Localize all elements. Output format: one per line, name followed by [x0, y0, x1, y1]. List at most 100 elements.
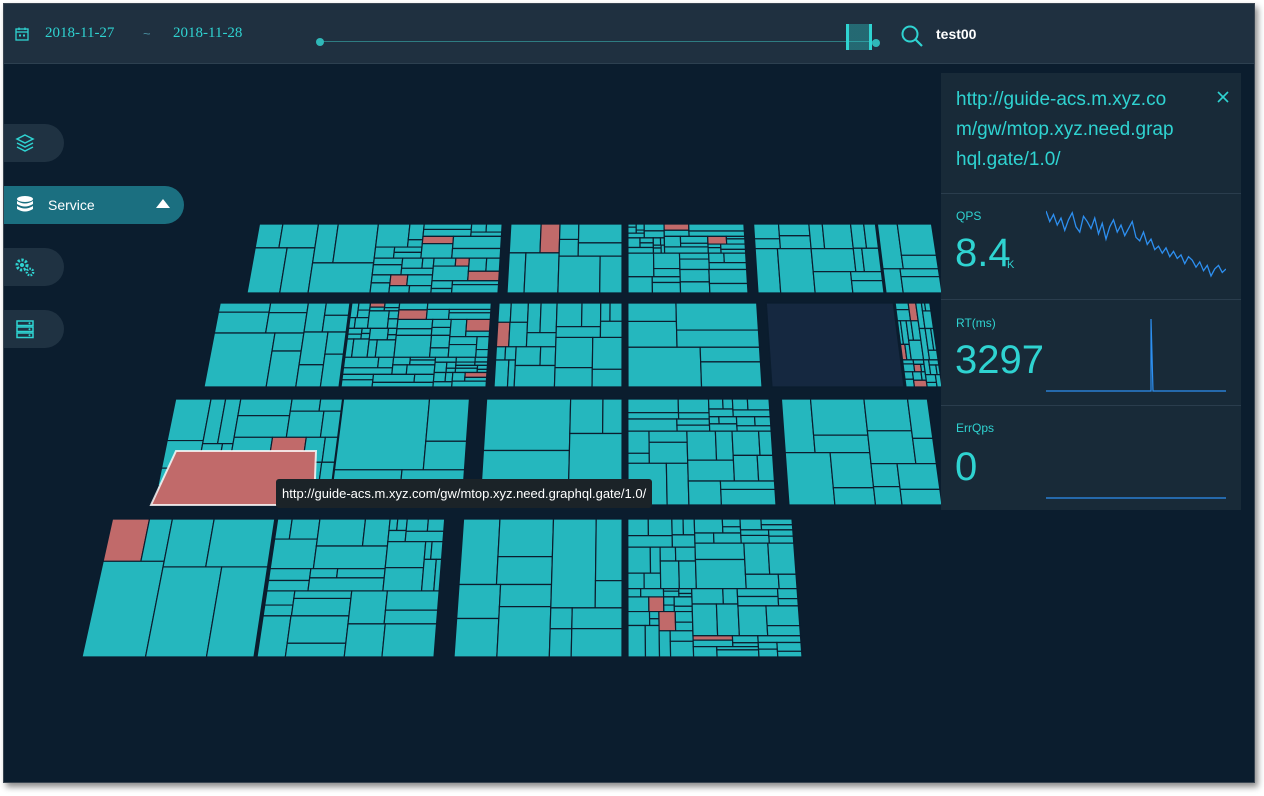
treemap-cell[interactable]	[609, 302, 623, 322]
treemap-cell[interactable]	[894, 302, 910, 311]
treemap-cell[interactable]	[599, 302, 611, 322]
treemap-cell[interactable]	[262, 604, 294, 617]
treemap-cell[interactable]	[384, 590, 440, 611]
treemap-cell[interactable]	[357, 302, 372, 311]
treemap-cell[interactable]	[686, 430, 718, 461]
treemap-cell[interactable]	[474, 356, 489, 363]
treemap-cell[interactable]	[925, 381, 938, 388]
treemap-cell[interactable]	[652, 237, 662, 246]
treemap-cell[interactable]	[912, 359, 925, 365]
treemap-cell[interactable]	[810, 248, 857, 273]
treemap-cell[interactable]	[433, 361, 448, 374]
treemap-cell[interactable]	[757, 641, 778, 650]
treemap-cell-empty[interactable]	[765, 302, 905, 388]
treemap-cell[interactable]	[687, 480, 723, 506]
treemap-cell[interactable]	[663, 246, 709, 254]
slider-track[interactable]	[320, 41, 876, 42]
treemap-cell[interactable]	[347, 590, 389, 625]
treemap-cell[interactable]	[555, 326, 602, 339]
treemap-cell[interactable]	[321, 436, 339, 463]
treemap-cell-alert[interactable]	[421, 235, 455, 245]
treemap-cell[interactable]	[627, 596, 650, 613]
treemap-cell[interactable]	[731, 635, 759, 644]
treemap-cell[interactable]	[721, 518, 742, 528]
treemap-cell[interactable]	[708, 282, 749, 294]
treemap-cell[interactable]	[651, 281, 682, 294]
treemap-cell[interactable]	[721, 526, 742, 534]
treemap-cell[interactable]	[464, 330, 491, 338]
treemap-cell[interactable]	[647, 518, 673, 537]
treemap-cell[interactable]	[776, 248, 816, 294]
treemap-cell[interactable]	[577, 242, 623, 257]
treemap-cell[interactable]	[295, 364, 325, 388]
treemap-cell[interactable]	[753, 238, 782, 250]
treemap-cell[interactable]	[639, 242, 654, 249]
treemap-cell[interactable]	[627, 320, 678, 348]
treemap-cell[interactable]	[653, 267, 681, 278]
service-treemap[interactable]	[4, 4, 1255, 783]
treemap-cell[interactable]	[497, 302, 512, 323]
treemap-cell[interactable]	[571, 607, 623, 630]
treemap-cell[interactable]	[555, 302, 583, 328]
treemap-cell[interactable]	[384, 541, 427, 569]
treemap-cell[interactable]	[213, 311, 270, 334]
treemap-cell[interactable]	[872, 486, 903, 506]
treemap-cell[interactable]	[591, 336, 623, 370]
treemap-cell[interactable]	[285, 410, 325, 438]
treemap-cell[interactable]	[456, 583, 502, 620]
treemap-cell[interactable]	[569, 398, 604, 435]
treemap-cell[interactable]	[346, 333, 363, 340]
treemap-cell[interactable]	[445, 367, 457, 374]
treemap-cell[interactable]	[651, 276, 681, 284]
treemap-cell[interactable]	[765, 605, 801, 627]
treemap-cell[interactable]	[659, 546, 677, 562]
treemap-cell[interactable]	[497, 518, 555, 558]
treemap-cell[interactable]	[691, 603, 719, 637]
treemap-cell[interactable]	[268, 302, 310, 314]
treemap-cell[interactable]	[269, 538, 318, 570]
date-start[interactable]: 2018-11-27	[45, 25, 115, 41]
treemap-cell[interactable]	[766, 625, 802, 637]
treemap-cell[interactable]	[652, 252, 681, 270]
treemap-cell[interactable]	[643, 230, 665, 239]
treemap-cell[interactable]	[454, 367, 479, 374]
treemap-cell[interactable]	[426, 518, 446, 532]
treemap-cell[interactable]	[923, 302, 932, 312]
treemap-cell[interactable]	[902, 363, 916, 373]
treemap-cell[interactable]	[673, 596, 693, 607]
treemap-cell[interactable]	[293, 590, 353, 600]
treemap-cell[interactable]	[387, 327, 398, 336]
treemap-cell[interactable]	[862, 223, 880, 249]
treemap-cell[interactable]	[498, 583, 553, 608]
treemap-cell[interactable]	[554, 336, 594, 369]
treemap-cell[interactable]	[350, 338, 370, 358]
treemap-cell[interactable]	[767, 542, 797, 575]
treemap-cell[interactable]	[662, 590, 680, 598]
treemap-cell[interactable]	[821, 223, 854, 250]
treemap-cell[interactable]	[420, 243, 454, 259]
treemap-cell[interactable]	[421, 257, 435, 269]
slider-handle[interactable]	[846, 24, 872, 50]
treemap-cell-alert[interactable]	[663, 223, 690, 231]
treemap-cell[interactable]	[341, 373, 375, 381]
treemap-cell[interactable]	[371, 381, 435, 388]
treemap-cell[interactable]	[921, 310, 935, 330]
treemap-cell[interactable]	[448, 336, 478, 346]
treemap-cell[interactable]	[754, 248, 782, 294]
treemap-cell[interactable]	[757, 635, 802, 644]
treemap-cell[interactable]	[708, 262, 748, 271]
treemap-cell[interactable]	[735, 416, 756, 427]
treemap-cell[interactable]	[768, 535, 795, 544]
treemap-cell[interactable]	[388, 285, 411, 294]
treemap-cell[interactable]	[205, 566, 269, 658]
treemap-cell[interactable]	[495, 556, 553, 586]
treemap-cell[interactable]	[809, 398, 869, 436]
treemap-cell[interactable]	[812, 271, 854, 294]
treemap-cell[interactable]	[370, 274, 392, 284]
treemap-cell[interactable]	[736, 425, 772, 432]
treemap-cell[interactable]	[861, 247, 883, 273]
treemap-cell[interactable]	[679, 235, 709, 244]
treemap-cell[interactable]	[284, 642, 347, 658]
treemap-cell[interactable]	[643, 572, 662, 590]
treemap-cell[interactable]	[539, 302, 558, 334]
